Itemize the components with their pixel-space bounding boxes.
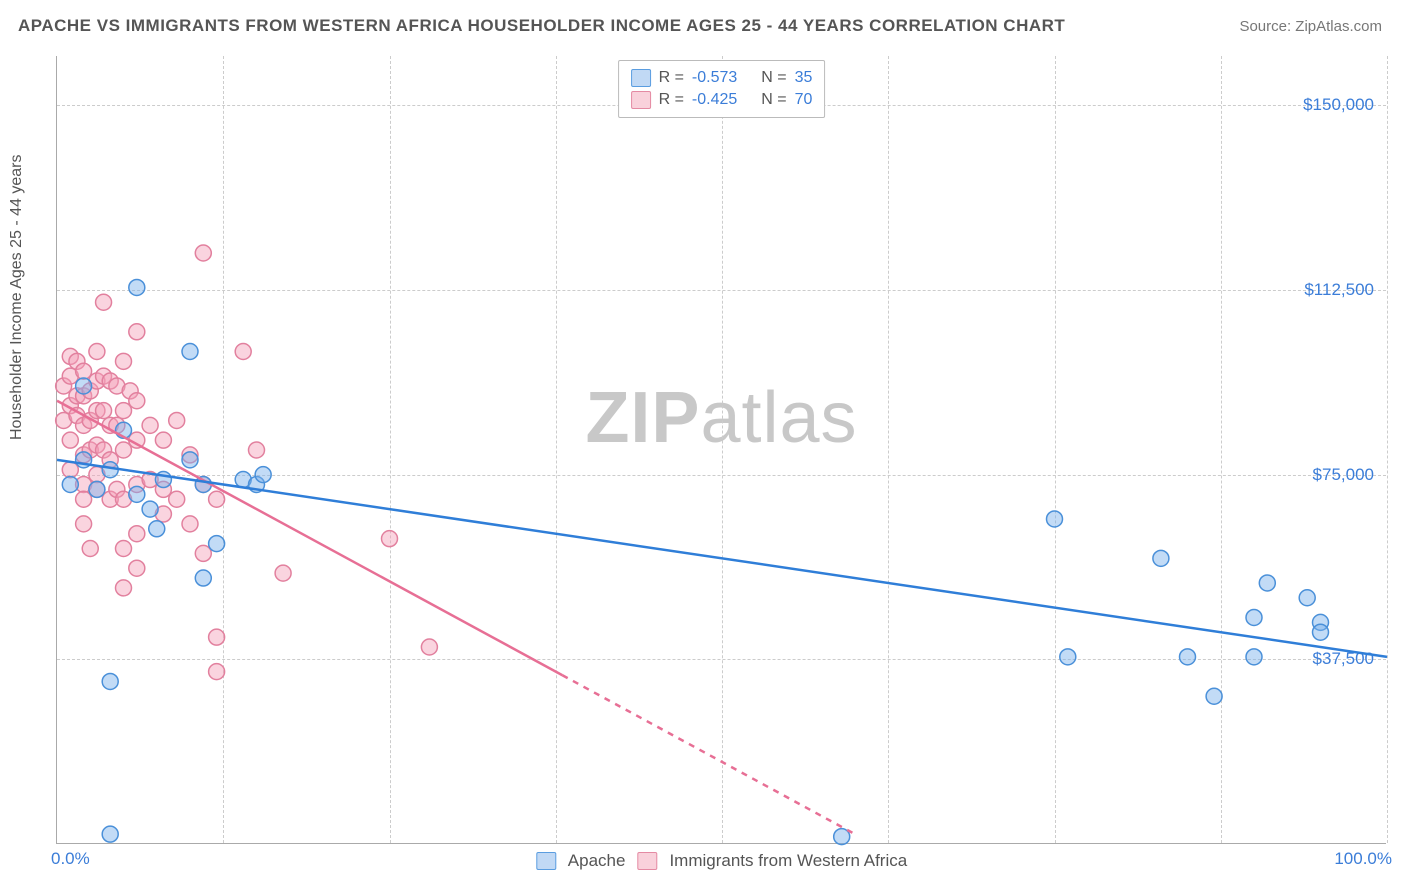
scatter-point	[1047, 511, 1063, 527]
legend-series-label: Immigrants from Western Africa	[669, 851, 907, 871]
scatter-point	[421, 639, 437, 655]
scatter-point	[209, 536, 225, 552]
x-tick-0: 0.0%	[51, 849, 90, 869]
scatter-point	[82, 541, 98, 557]
plot-area: ZIPatlas $37,500$75,000$112,500$150,000 …	[56, 56, 1386, 844]
scatter-point	[102, 826, 118, 842]
scatter-point	[129, 324, 145, 340]
scatter-point	[102, 673, 118, 689]
y-axis-label: Householder Income Ages 25 - 44 years	[8, 155, 26, 441]
legend-swatch-blue-icon	[631, 69, 651, 87]
scatter-point	[169, 412, 185, 428]
scatter-point	[209, 664, 225, 680]
trendline	[57, 460, 1387, 657]
legend-n-label: N =	[761, 91, 786, 109]
chart-title: APACHE VS IMMIGRANTS FROM WESTERN AFRICA…	[18, 16, 1065, 36]
scatter-point	[1246, 649, 1262, 665]
scatter-point	[62, 432, 78, 448]
legend-swatch-pink-icon	[637, 852, 657, 870]
scatter-point	[96, 403, 112, 419]
scatter-point	[142, 417, 158, 433]
scatter-point	[1153, 550, 1169, 566]
scatter-point	[195, 545, 211, 561]
scatter-point	[1246, 609, 1262, 625]
scatter-point	[1259, 575, 1275, 591]
scatter-point	[209, 629, 225, 645]
scatter-point	[96, 294, 112, 310]
legend-r-value: -0.425	[692, 91, 737, 109]
source-label: Source: ZipAtlas.com	[1239, 18, 1382, 35]
scatter-point	[1313, 624, 1329, 640]
legend-stats-row-2: R = -0.425 N = 70	[631, 89, 813, 111]
legend-stats-box: R = -0.573 N = 35 R = -0.425 N = 70	[618, 60, 826, 118]
scatter-point	[129, 279, 145, 295]
scatter-point	[129, 526, 145, 542]
scatter-point	[182, 452, 198, 468]
scatter-point	[1206, 688, 1222, 704]
legend-r-value: -0.573	[692, 69, 737, 87]
scatter-point	[116, 403, 132, 419]
trendline	[562, 675, 855, 834]
scatter-point	[169, 491, 185, 507]
legend-n-label: N =	[761, 69, 786, 87]
scatter-point	[142, 501, 158, 517]
scatter-point	[116, 442, 132, 458]
scatter-point	[116, 580, 132, 596]
scatter-point	[255, 467, 271, 483]
scatter-point	[382, 531, 398, 547]
scatter-point	[195, 570, 211, 586]
scatter-point	[235, 344, 251, 360]
legend-r-label: R =	[659, 69, 684, 87]
scatter-point	[1299, 590, 1315, 606]
scatter-point	[129, 560, 145, 576]
legend-r-label: R =	[659, 91, 684, 109]
scatter-point	[182, 344, 198, 360]
scatter-point	[76, 363, 92, 379]
scatter-point	[249, 442, 265, 458]
scatter-point	[129, 393, 145, 409]
scatter-point	[116, 353, 132, 369]
scatter-point	[62, 462, 78, 478]
scatter-point	[195, 245, 211, 261]
legend-swatch-blue-icon	[536, 852, 556, 870]
scatter-svg	[57, 56, 1386, 843]
legend-series-box: Apache Immigrants from Western Africa	[536, 851, 907, 871]
legend-stats-row-1: R = -0.573 N = 35	[631, 67, 813, 89]
scatter-point	[116, 541, 132, 557]
legend-series-label: Apache	[568, 851, 626, 871]
scatter-point	[1180, 649, 1196, 665]
scatter-point	[1060, 649, 1076, 665]
scatter-point	[155, 432, 171, 448]
scatter-point	[149, 521, 165, 537]
legend-swatch-pink-icon	[631, 91, 651, 109]
scatter-point	[89, 344, 105, 360]
scatter-point	[275, 565, 291, 581]
scatter-point	[76, 516, 92, 532]
scatter-point	[76, 491, 92, 507]
legend-n-value: 35	[795, 69, 813, 87]
x-tick-100: 100.0%	[1334, 849, 1392, 869]
scatter-point	[89, 481, 105, 497]
scatter-point	[129, 486, 145, 502]
scatter-point	[182, 516, 198, 532]
scatter-point	[209, 491, 225, 507]
legend-n-value: 70	[795, 91, 813, 109]
scatter-point	[76, 378, 92, 394]
scatter-point	[62, 476, 78, 492]
